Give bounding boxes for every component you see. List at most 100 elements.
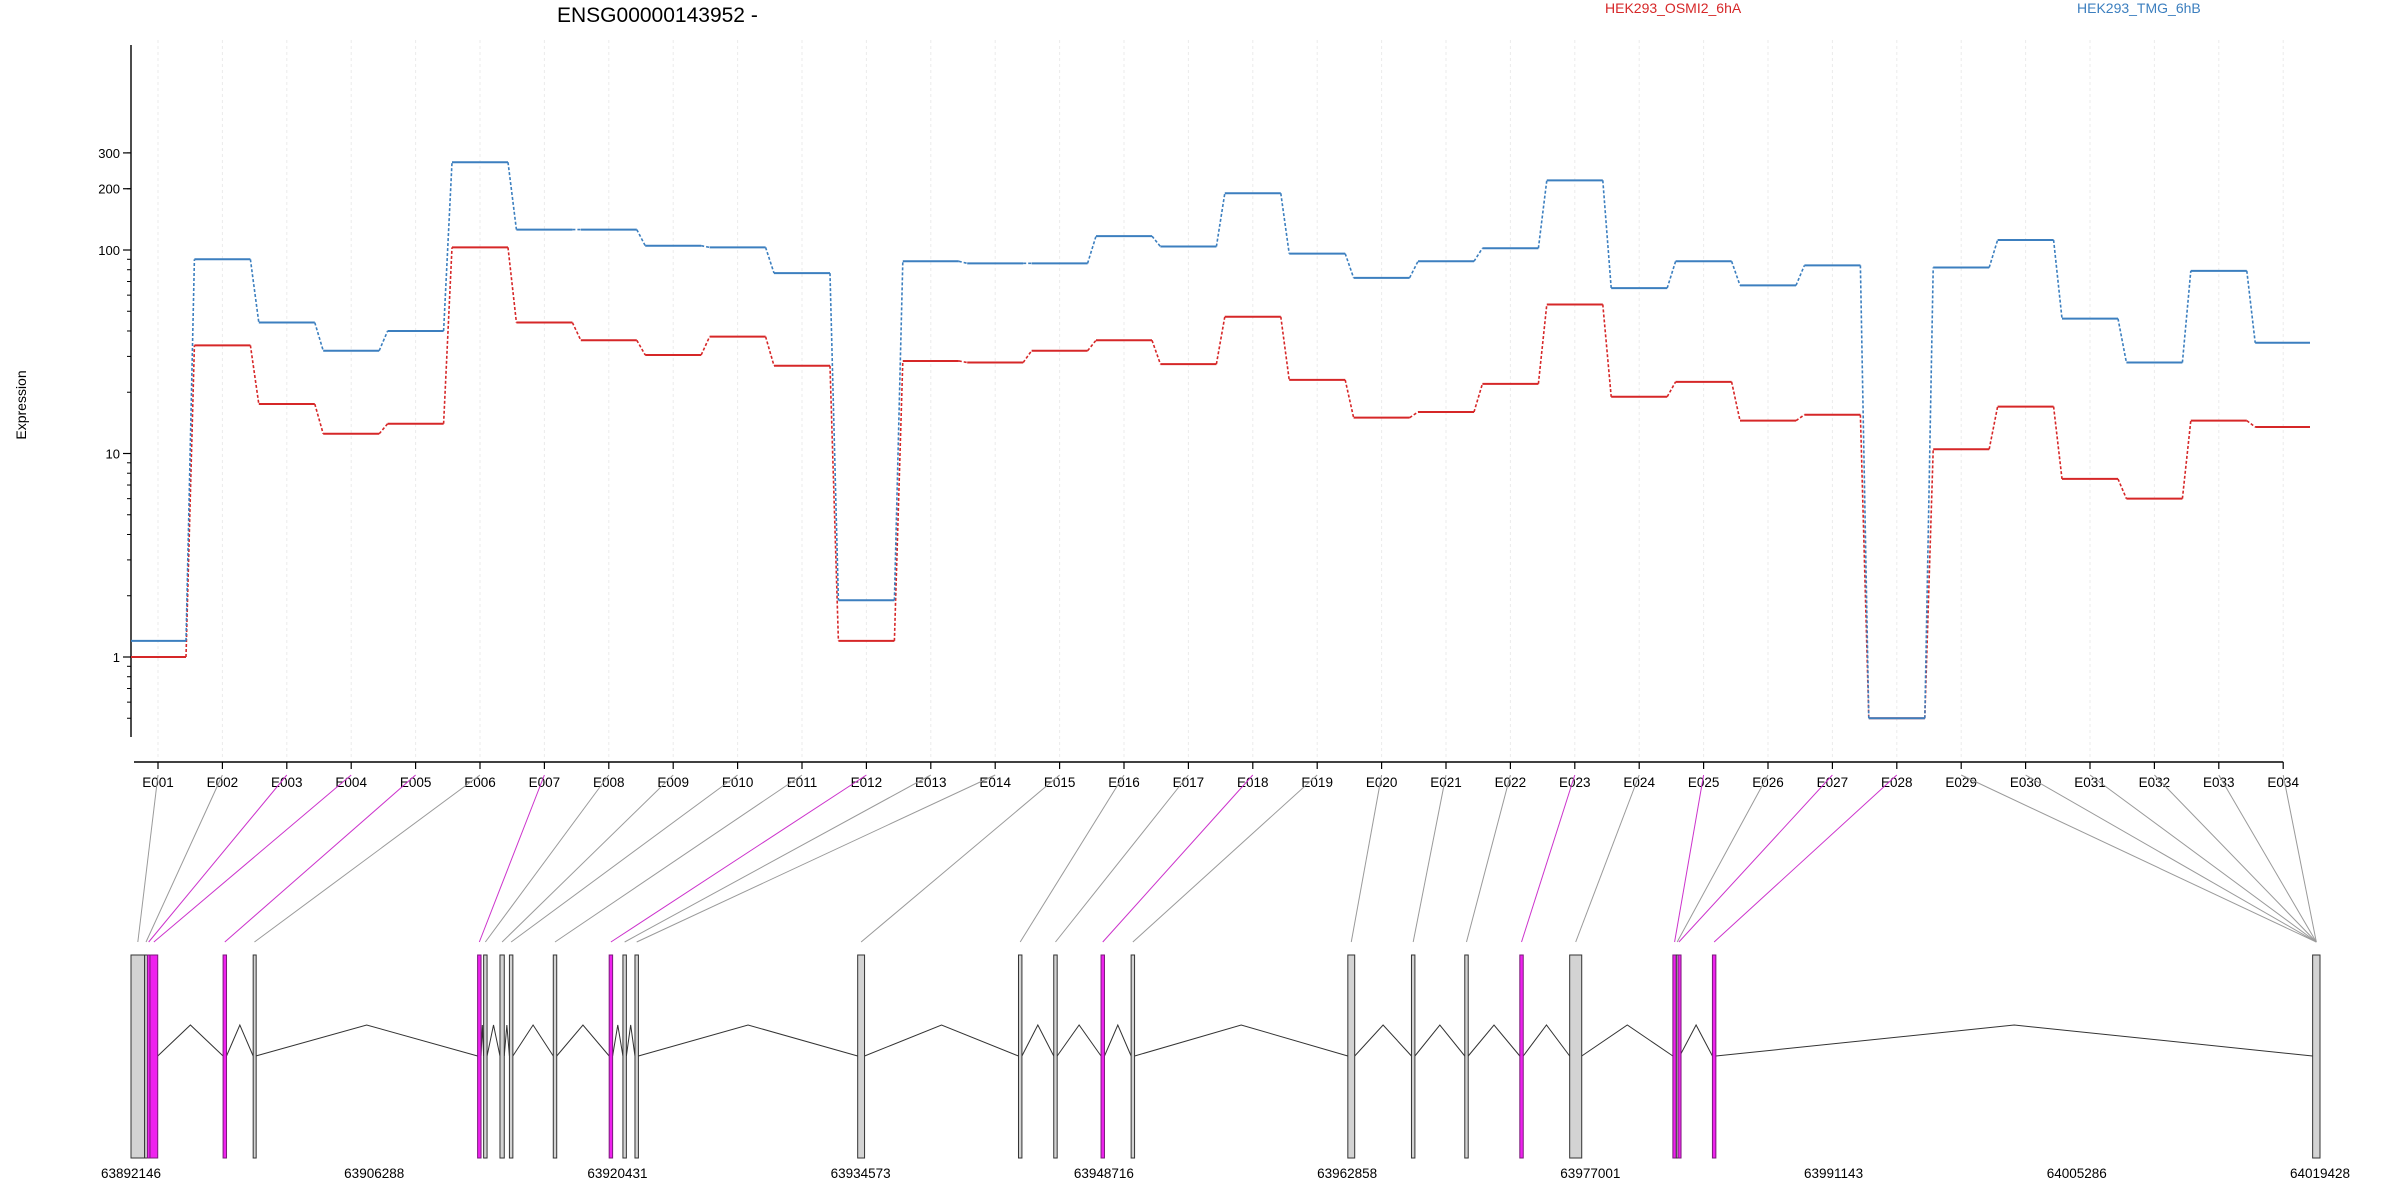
series-connector bbox=[958, 360, 968, 364]
connector-E026 bbox=[1676, 774, 1769, 943]
connector-E009 bbox=[501, 774, 674, 943]
x-tick-label-E022: E022 bbox=[1495, 775, 1527, 790]
connector-E025 bbox=[1674, 774, 1705, 943]
series-connector bbox=[764, 336, 775, 366]
series-connector bbox=[2246, 270, 2256, 343]
x-tick-label-E030: E030 bbox=[2010, 775, 2042, 790]
series-connector bbox=[636, 339, 646, 356]
intron bbox=[226, 1023, 254, 1057]
connector-E006 bbox=[254, 774, 481, 943]
series-connector bbox=[1924, 267, 1934, 719]
coordinate-label: 63920431 bbox=[587, 1166, 647, 1181]
series-connector bbox=[2117, 318, 2128, 363]
chart-title: ENSG00000143952 - bbox=[557, 4, 758, 27]
exon-E015 bbox=[857, 954, 866, 1159]
coordinate-axis: 63892146 63906288 63920431 63934573 63948716… bbox=[101, 1166, 2350, 1181]
series-connector bbox=[1022, 350, 1033, 363]
x-tick-label-E011: E011 bbox=[787, 775, 818, 790]
x-tick-label-E019: E019 bbox=[1301, 775, 1333, 790]
connector-E011 bbox=[554, 774, 803, 943]
connector-E028 bbox=[1713, 774, 1898, 943]
series-connector bbox=[1859, 414, 1870, 719]
connector-E032 bbox=[2154, 774, 2317, 943]
series-connector bbox=[442, 247, 453, 424]
exon-E004 bbox=[149, 954, 159, 1159]
exon-E008 bbox=[483, 954, 488, 1159]
intron bbox=[638, 1024, 858, 1057]
exon-E018 bbox=[1100, 954, 1105, 1159]
series-connector bbox=[829, 365, 840, 641]
series-connector bbox=[1666, 261, 1677, 289]
x-tick-label-E021: E021 bbox=[1430, 775, 1462, 790]
coordinate-label: 63977001 bbox=[1560, 1166, 1620, 1181]
series-connector bbox=[1215, 193, 1226, 247]
y-axis: 1 10 100 200 300 bbox=[98, 45, 132, 737]
x-tick-label-E008: E008 bbox=[593, 775, 625, 790]
exon-E023 bbox=[1519, 954, 1524, 1159]
connector-E034 bbox=[2282, 774, 2317, 943]
series-connector bbox=[636, 229, 646, 247]
intron bbox=[1021, 1023, 1055, 1057]
x-tick-label-E031: E031 bbox=[2074, 775, 2106, 790]
series-connector bbox=[1215, 316, 1226, 365]
series-connector bbox=[893, 360, 904, 641]
connector-E033 bbox=[2218, 774, 2317, 943]
series-b bbox=[131, 161, 2310, 720]
intron bbox=[612, 1024, 624, 1057]
series-connector bbox=[442, 162, 453, 332]
connector-E012 bbox=[610, 774, 867, 943]
connector-E010 bbox=[510, 774, 738, 943]
series-connector bbox=[2246, 420, 2256, 428]
intron bbox=[1414, 1024, 1466, 1057]
series-connector bbox=[314, 403, 324, 434]
exon-E006 bbox=[252, 954, 257, 1159]
series-connector bbox=[314, 322, 324, 351]
y-tick-label: 10 bbox=[106, 447, 120, 462]
intron bbox=[1104, 1023, 1132, 1057]
connector-E031 bbox=[2089, 774, 2317, 943]
series-connector bbox=[2052, 406, 2063, 480]
exon-E005 bbox=[222, 954, 228, 1159]
x-tick-label-E016: E016 bbox=[1108, 775, 1140, 790]
x-tick-label-E033: E033 bbox=[2203, 775, 2235, 790]
intron bbox=[1056, 1024, 1102, 1057]
x-tick-label-E015: E015 bbox=[1044, 775, 1076, 790]
y-tick-label: 100 bbox=[98, 243, 120, 258]
series-connector bbox=[1408, 260, 1419, 279]
exon-E014 bbox=[634, 954, 639, 1159]
connector-E004 bbox=[153, 774, 352, 943]
series-connector bbox=[1086, 235, 1097, 264]
intron bbox=[486, 1024, 501, 1057]
exon-E029 bbox=[2312, 954, 2321, 1159]
y-axis-label: Expression bbox=[13, 370, 29, 439]
x-tick-label-E029: E029 bbox=[1945, 775, 1977, 790]
x-tick-label-E010: E010 bbox=[722, 775, 754, 790]
connector-E030 bbox=[2025, 774, 2317, 943]
series-connector bbox=[378, 330, 389, 352]
x-axis: E001 E002 E003 E004 E005 E006 E007 E008 E009 E010… bbox=[134, 761, 2299, 790]
series-connector bbox=[1988, 239, 1999, 268]
exon-E009 bbox=[499, 954, 505, 1159]
exon-E016 bbox=[1017, 954, 1023, 1159]
intron bbox=[1467, 1024, 1521, 1057]
x-tick-label-E001: E001 bbox=[142, 775, 174, 790]
intron bbox=[1581, 1024, 1674, 1057]
vertical-gridlines bbox=[157, 40, 2284, 760]
y-tick-label: 200 bbox=[98, 182, 120, 197]
exon-E021 bbox=[1410, 954, 1416, 1159]
exon-E010 bbox=[508, 954, 514, 1159]
series-connector bbox=[1086, 339, 1097, 352]
x-tick-label-E023: E023 bbox=[1559, 775, 1591, 790]
intron bbox=[1522, 1024, 1571, 1057]
series-connector bbox=[1795, 414, 1805, 422]
connector-E013 bbox=[624, 774, 932, 943]
connector-E023 bbox=[1521, 774, 1576, 943]
exon-E024 bbox=[1569, 954, 1583, 1159]
series-connector bbox=[185, 259, 196, 641]
exon-E007 bbox=[477, 954, 482, 1159]
exon-E028 bbox=[1711, 954, 1717, 1159]
x-tick-label-E005: E005 bbox=[400, 775, 432, 790]
series-connector bbox=[1473, 247, 1484, 262]
y-tick-label: 300 bbox=[98, 146, 120, 161]
intron bbox=[1715, 1024, 2313, 1057]
